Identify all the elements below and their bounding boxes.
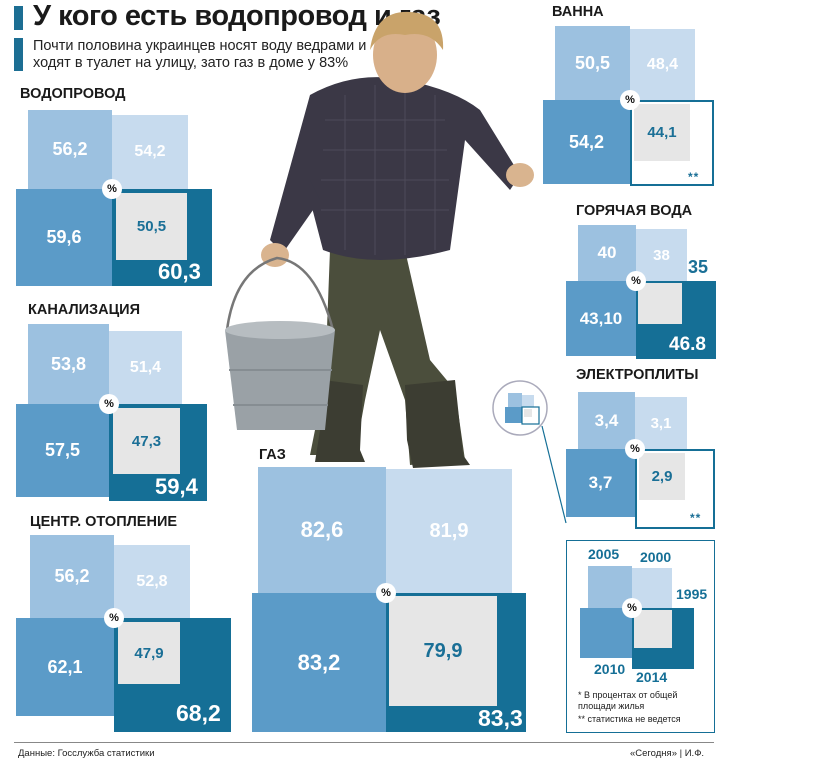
hot-water-2005: 40 (578, 225, 636, 281)
bath-2000: 48,4 (630, 29, 695, 100)
sewerage-2005: 53,8 (28, 324, 109, 404)
legend-swatch-2010 (580, 608, 632, 658)
gas-percent-badge: % (376, 583, 396, 603)
legend-note-not-tracked: ** статистика не ведется (578, 714, 681, 724)
bath-2010: 54,2 (543, 100, 630, 184)
section-label-bath: ВАННА (552, 4, 604, 20)
hot-water-1995: 35 (688, 257, 709, 277)
water-supply-1995: 50,5 (116, 193, 187, 260)
gas-2010: 83,2 (252, 593, 386, 732)
legend-swatch-1995 (634, 610, 672, 648)
subtitle-accent-bar (14, 38, 23, 71)
central-heating-2005: 56,2 (30, 535, 114, 618)
legend-label-2010: 2010 (594, 661, 626, 677)
central-heating-2000: 52,8 (114, 545, 190, 618)
gas-1995: 79,9 (389, 596, 497, 706)
electric-stoves-1995: 2,9 (639, 453, 685, 500)
legend-label-2014: 2014 (636, 669, 668, 685)
hot-water-2014: 46.8 (669, 334, 706, 355)
electric-stoves-2010: 3,7 (566, 449, 635, 517)
sewerage-1995: 47,3 (113, 408, 180, 474)
hot-water-1995-box (638, 283, 682, 324)
magnifier-callout (492, 380, 567, 524)
hot-water-percent-badge: % (626, 271, 646, 291)
gas-2000: 81,9 (386, 469, 512, 593)
central-heating-percent-badge: % (104, 608, 124, 628)
electric-stoves-percent-badge: % (625, 439, 645, 459)
legend-note-percent-of-area: * В процентах от общей площади жилья (578, 690, 678, 711)
hot-water-2010: 43,10 (566, 281, 636, 356)
legend-percent-badge: % (622, 598, 642, 618)
title-accent-bar (14, 6, 23, 30)
section-label-electric-stoves: ЭЛЕКТРОПЛИТЫ (576, 367, 699, 383)
hot-water-2000: 38 (636, 229, 687, 281)
electric-stoves-2005: 3,4 (578, 392, 635, 449)
gas-2005: 82,6 (258, 467, 386, 593)
central-heating-2014: 68,2 (176, 700, 221, 726)
sewerage-2010: 57,5 (16, 404, 109, 497)
bath-2014-not-tracked: ** (688, 170, 700, 184)
water-supply-percent-badge: % (102, 179, 122, 199)
section-label-gas: ГАЗ (259, 447, 286, 463)
section-label-hot-water: ГОРЯЧАЯ ВОДА (576, 203, 693, 219)
footer-divider (14, 742, 714, 743)
water-supply-2005: 56,2 (28, 110, 112, 189)
sewerage-percent-badge: % (99, 394, 119, 414)
page-subtitle: Почти половина украинцев носят воду ведр… (33, 38, 367, 71)
legend-label-2005: 2005 (588, 546, 620, 562)
bath-2005: 50,5 (555, 26, 630, 100)
section-label-central-heating: ЦЕНТР. ОТОПЛЕНИЕ (30, 514, 178, 530)
footer-credit: «Сегодня» | И.Ф. (630, 748, 705, 759)
water-supply-2000: 54,2 (112, 115, 188, 189)
legend-frame (566, 540, 715, 733)
section-label-sewerage: КАНАЛИЗАЦИЯ (28, 302, 141, 318)
central-heating-1995: 47,9 (118, 622, 180, 684)
section-label-water-supply: ВОДОПРОВОД (20, 86, 126, 102)
central-heating-2010: 62,1 (16, 618, 114, 716)
water-supply-2010: 59,6 (16, 189, 112, 286)
water-supply-2014: 60,3 (158, 259, 201, 284)
gas-2014: 83,3 (478, 705, 523, 731)
boy-with-bucket-photo (225, 11, 534, 468)
electric-stoves-2014-not-tracked: ** (690, 511, 702, 525)
legend-label-2000: 2000 (640, 549, 672, 565)
legend-label-1995: 1995 (676, 586, 708, 602)
footer-source: Данные: Госслужба статистики (18, 748, 155, 759)
sewerage-2014: 59,4 (155, 474, 198, 499)
electric-stoves-2000: 3,1 (635, 397, 687, 449)
bath-percent-badge: % (620, 90, 640, 110)
bath-1995: 44,1 (634, 104, 690, 161)
page-title: У кого есть водопровод и газ (33, 0, 441, 32)
sewerage-2000: 51,4 (109, 331, 182, 404)
